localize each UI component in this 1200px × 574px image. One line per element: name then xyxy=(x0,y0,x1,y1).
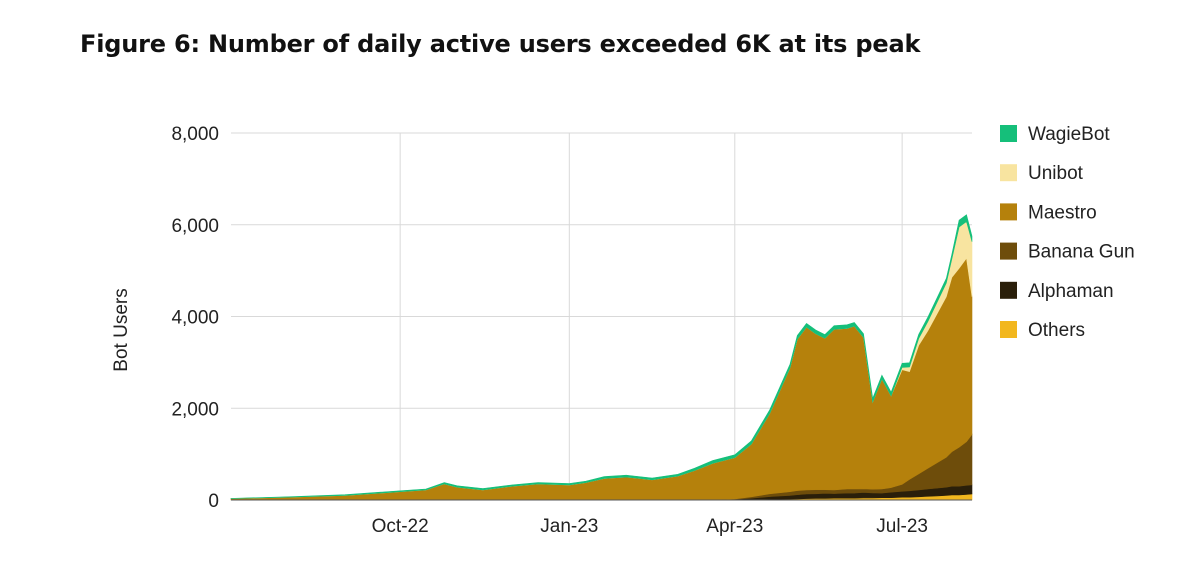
legend-label-alphaman: Alphaman xyxy=(1028,281,1114,302)
legend-swatch-maestro xyxy=(1000,203,1017,221)
legend-label-maestro: Maestro xyxy=(1028,202,1097,223)
x-tick-label: Jul-23 xyxy=(876,516,928,537)
legend-swatch-unibot xyxy=(1000,164,1017,182)
y-tick-label: 6,000 xyxy=(171,216,219,237)
y-tick-labels: 0 2,000 4,000 6,000 8,000 xyxy=(171,124,219,512)
x-tick-labels: Oct-22 Jan-23 Apr-23 Jul-23 xyxy=(372,516,928,537)
legend-swatch-others xyxy=(1000,321,1017,338)
x-tick-label: Jan-23 xyxy=(540,516,598,537)
legend-swatch-alphaman xyxy=(1000,281,1017,299)
legend: WagieBot Unibot Maestro Banana Gun Alphaman O… xyxy=(1000,124,1135,341)
y-tick-label: 2,000 xyxy=(171,399,219,420)
legend-swatch-wagiebot xyxy=(1000,125,1017,142)
legend-label-banana-gun: Banana Gun xyxy=(1028,242,1135,263)
area-maestro xyxy=(230,257,973,501)
area-series xyxy=(230,214,973,501)
y-tick-label: 0 xyxy=(208,491,219,512)
legend-label-wagiebot: WagieBot xyxy=(1028,124,1110,145)
x-tick-label: Apr-23 xyxy=(706,516,763,537)
x-tick-label: Oct-22 xyxy=(372,516,429,537)
legend-swatch-banana-gun xyxy=(1000,242,1017,260)
legend-label-others: Others xyxy=(1028,320,1085,341)
figure-title: Figure 6: Number of daily active users e… xyxy=(80,30,921,58)
area-wagiebot xyxy=(230,214,973,499)
y-axis-label: Bot Users xyxy=(111,288,132,371)
grid-lines xyxy=(231,132,972,500)
y-tick-label: 4,000 xyxy=(171,308,219,329)
y-tick-label: 8,000 xyxy=(171,124,219,145)
legend-label-unibot: Unibot xyxy=(1028,163,1084,184)
